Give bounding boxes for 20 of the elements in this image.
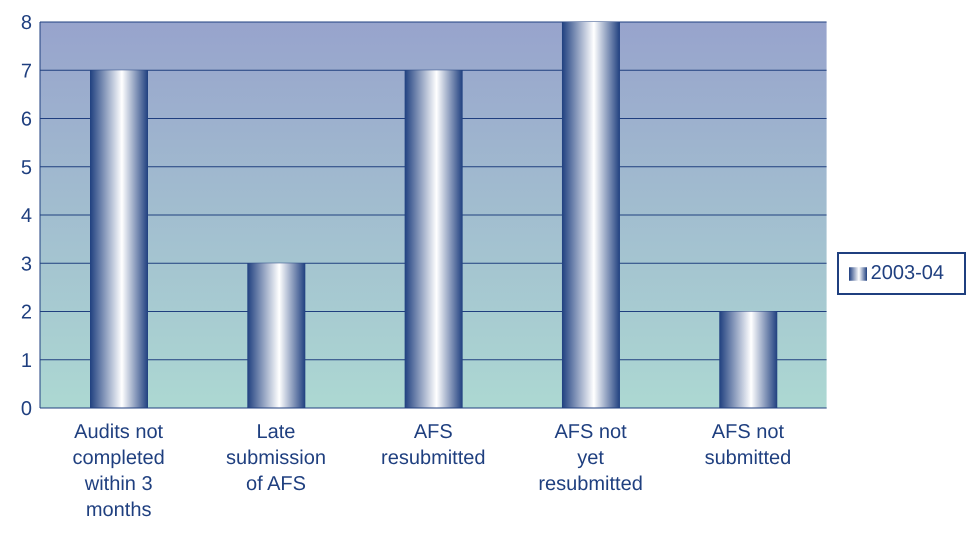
- y-tick-label: 7: [20, 60, 32, 82]
- bar: [562, 22, 620, 408]
- y-tick-label: 4: [20, 205, 32, 228]
- x-tick-label: AFS not yet resubmitted: [538, 421, 643, 495]
- x-tick-label: AFS not submitted: [704, 421, 792, 469]
- y-tick-label: 2: [20, 302, 32, 324]
- y-tick-label: 0: [20, 398, 32, 420]
- x-tick-label: AFS resubmitted: [381, 421, 486, 469]
- x-tick-label: Audits not completed within 3 months: [72, 421, 165, 521]
- y-tick-label: 6: [20, 108, 32, 131]
- bar: [247, 263, 306, 408]
- y-tick-label: 8: [20, 12, 32, 34]
- bar: [719, 312, 778, 408]
- y-tick-label: 1: [20, 350, 32, 372]
- y-tick-label: 5: [20, 156, 32, 179]
- bar: [404, 70, 463, 408]
- legend-label: 2003-04: [870, 262, 944, 284]
- bar: [90, 70, 148, 408]
- x-tick-label: Late submission of AFS: [226, 421, 326, 495]
- y-tick-label: 3: [20, 253, 32, 276]
